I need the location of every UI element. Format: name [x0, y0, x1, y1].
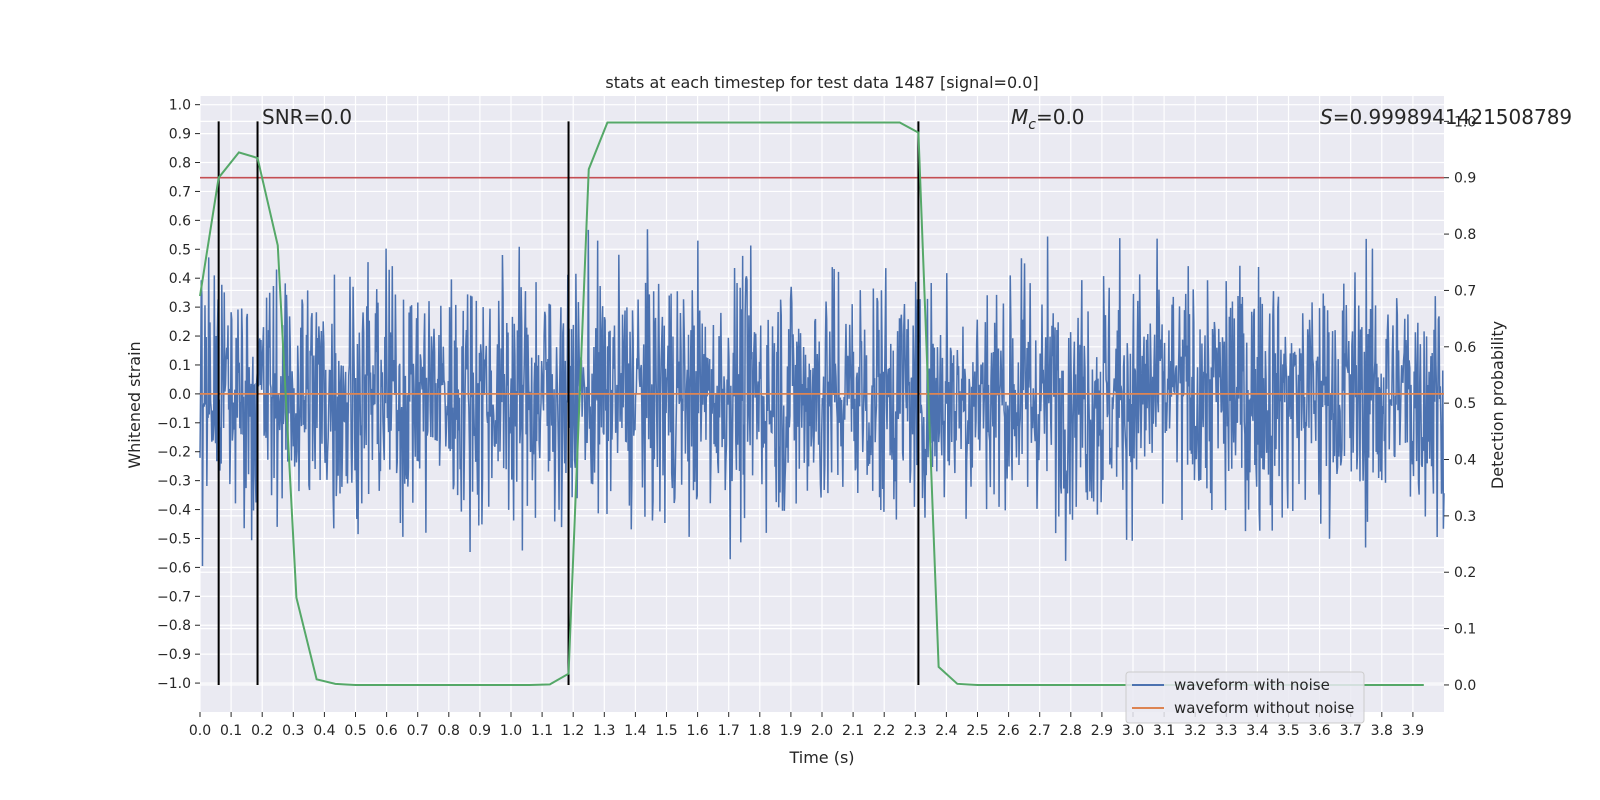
x-tick-label: 0.8 [438, 723, 460, 739]
right-y-tick-label: 0.7 [1454, 283, 1476, 299]
vlines-layer [217, 121, 920, 685]
y-tick-label: −0.3 [157, 474, 191, 490]
right-y-tick-label: 0.2 [1454, 565, 1476, 581]
x-tick-label: 2.9 [1091, 723, 1113, 739]
y-tick-label: −0.7 [157, 589, 191, 605]
x-tick-label: 2.6 [997, 723, 1019, 739]
noise-waveform-layer [199, 229, 1445, 567]
y-tick-label: 0.0 [169, 387, 191, 403]
score-symbol: S [1320, 105, 1333, 129]
x-tick-label: 1.5 [655, 723, 677, 739]
x-tick-label: 0.7 [407, 723, 429, 739]
right-y-tick-label: 0.0 [1454, 678, 1476, 694]
x-axis-label: Time (s) [788, 748, 854, 767]
snr-annotation: SNR=0.0 [262, 105, 352, 129]
x-tick-label: 0.9 [469, 723, 491, 739]
legend-label-clean: waveform without noise [1174, 699, 1354, 717]
x-tick-label: 2.7 [1029, 723, 1051, 739]
x-tick-label: 2.0 [811, 723, 833, 739]
y-tick-label: 0.5 [169, 242, 191, 258]
y-axis-label: Whitened strain [125, 341, 144, 468]
score-value: =0.9998941421508789 [1333, 105, 1572, 129]
x-tick-label: 1.8 [749, 723, 771, 739]
x-tick-label: 0.2 [251, 723, 273, 739]
x-tick-label: 2.4 [935, 723, 957, 739]
x-tick-label: 1.9 [780, 723, 802, 739]
series-waveform-with-noise [199, 229, 1445, 567]
score-annotation: S=0.9998941421508789 [1320, 105, 1572, 129]
x-tick-label: 0.0 [189, 723, 211, 739]
y-tick-label: −0.8 [157, 618, 191, 634]
x-tick-label: 3.2 [1184, 723, 1206, 739]
x-tick-label: 1.2 [562, 723, 584, 739]
x-tick-label: 3.4 [1246, 723, 1268, 739]
lines-layer [200, 176, 1444, 395]
y-tick-label: −0.9 [157, 647, 191, 663]
legend: waveform with noise waveform without noi… [1125, 671, 1365, 724]
chart-title: stats at each timestep for test data 148… [605, 73, 1038, 92]
x-tick-label: 0.4 [313, 723, 335, 739]
x-tick-label: 3.0 [1122, 723, 1144, 739]
chirp-mass-annotation: Mc=0.0 [1011, 105, 1085, 133]
x-tick-label: 1.7 [718, 723, 740, 739]
x-tick-labels: 0.0 0.1 0.2 0.3 0.4 0.5 0.6 0.7 0.8 0.9 1.0 1.1 1.2 1… [189, 712, 1424, 739]
chirp-mass-subscript: c [1028, 117, 1036, 133]
y-tick-label: 0.1 [169, 358, 191, 374]
right-y-tick-label: 0.1 [1454, 622, 1476, 638]
legend-box [1125, 671, 1365, 724]
right-y-tick-label: 0.8 [1454, 227, 1476, 243]
x-tick-label: 2.5 [966, 723, 988, 739]
x-tick-label: 2.8 [1060, 723, 1082, 739]
y-tick-label: 1.0 [169, 98, 191, 114]
x-tick-label: 0.1 [220, 723, 242, 739]
x-tick-label: 3.5 [1277, 723, 1299, 739]
right-y-tick-labels: 1.0 0.9 0.8 0.7 0.6 0.5 0.4 0.3 0.2 0.1 0.0 [1444, 114, 1476, 694]
x-tick-label: 3.8 [1371, 723, 1393, 739]
x-tick-label: 1.3 [593, 723, 615, 739]
y-tick-label: −0.6 [157, 560, 191, 576]
y-tick-label: 0.2 [169, 329, 191, 345]
x-tick-label: 3.3 [1215, 723, 1237, 739]
y-tick-label: 0.3 [169, 300, 191, 316]
y-tick-label: −0.4 [157, 503, 191, 519]
x-tick-label: 2.3 [904, 723, 926, 739]
y-tick-labels: 1.0 0.9 0.8 0.7 0.6 0.5 0.4 0.3 0.2 0.1 0.0 −0.1 −0.… [157, 98, 200, 692]
y-tick-label: 0.9 [169, 127, 191, 143]
chirp-mass-symbol: M [1011, 105, 1028, 129]
y-tick-label: −1.0 [157, 676, 191, 692]
x-tick-label: 0.5 [344, 723, 366, 739]
right-y-tick-label: 0.6 [1454, 340, 1476, 356]
x-tick-label: 2.2 [873, 723, 895, 739]
y-tick-label: −0.2 [157, 445, 191, 461]
x-tick-label: 1.1 [531, 723, 553, 739]
legend-label-noise: waveform with noise [1174, 676, 1330, 694]
chirp-mass-value: =0.0 [1036, 105, 1085, 129]
y-tick-label: 0.8 [169, 156, 191, 172]
x-tick-label: 1.0 [500, 723, 522, 739]
right-y-tick-label: 0.5 [1454, 396, 1476, 412]
x-tick-label: 2.1 [842, 723, 864, 739]
right-y-tick-label: 0.9 [1454, 171, 1476, 187]
x-tick-label: 0.3 [282, 723, 304, 739]
right-y-tick-label: 0.4 [1454, 453, 1476, 469]
right-y-tick-label: 1.0 [1454, 114, 1476, 130]
x-tick-label: 3.7 [1340, 723, 1362, 739]
y-tick-label: 0.7 [169, 184, 191, 200]
x-tick-label: 3.6 [1308, 723, 1330, 739]
x-tick-label: 3.9 [1402, 723, 1424, 739]
x-tick-label: 3.1 [1153, 723, 1175, 739]
right-y-tick-label: 0.3 [1454, 509, 1476, 525]
x-tick-label: 1.4 [624, 723, 646, 739]
y-tick-label: 0.6 [169, 213, 191, 229]
x-tick-label: 0.6 [375, 723, 397, 739]
x-tick-label: 1.6 [686, 723, 708, 739]
y-tick-label: −0.5 [157, 531, 191, 547]
y-tick-label: −0.1 [157, 416, 191, 432]
y-tick-label: 0.4 [169, 271, 191, 287]
right-y-axis-label: Detection probability [1488, 321, 1507, 489]
